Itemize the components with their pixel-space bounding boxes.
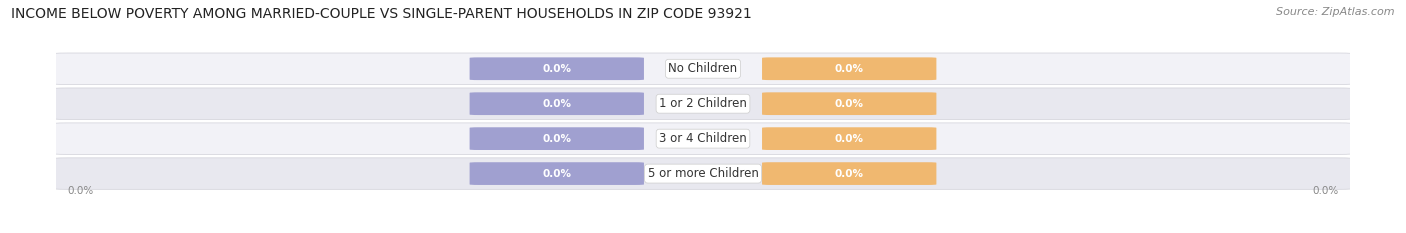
FancyBboxPatch shape — [51, 158, 1355, 189]
Text: 1 or 2 Children: 1 or 2 Children — [659, 97, 747, 110]
Text: 0.0%: 0.0% — [543, 99, 571, 109]
Text: INCOME BELOW POVERTY AMONG MARRIED-COUPLE VS SINGLE-PARENT HOUSEHOLDS IN ZIP COD: INCOME BELOW POVERTY AMONG MARRIED-COUPL… — [11, 7, 752, 21]
Text: 0.0%: 0.0% — [1312, 186, 1339, 196]
FancyBboxPatch shape — [470, 162, 644, 185]
FancyBboxPatch shape — [762, 162, 936, 185]
Text: 0.0%: 0.0% — [543, 134, 571, 144]
FancyBboxPatch shape — [470, 92, 644, 115]
Text: 0.0%: 0.0% — [543, 169, 571, 178]
FancyBboxPatch shape — [51, 53, 1355, 85]
FancyBboxPatch shape — [762, 92, 936, 115]
Text: 0.0%: 0.0% — [543, 64, 571, 74]
FancyBboxPatch shape — [762, 127, 936, 150]
FancyBboxPatch shape — [470, 127, 644, 150]
Text: 0.0%: 0.0% — [835, 134, 863, 144]
Text: 0.0%: 0.0% — [835, 169, 863, 178]
Text: Source: ZipAtlas.com: Source: ZipAtlas.com — [1277, 7, 1395, 17]
FancyBboxPatch shape — [762, 57, 936, 80]
Text: 3 or 4 Children: 3 or 4 Children — [659, 132, 747, 145]
FancyBboxPatch shape — [51, 123, 1355, 154]
FancyBboxPatch shape — [51, 88, 1355, 119]
Text: 0.0%: 0.0% — [835, 99, 863, 109]
Text: No Children: No Children — [668, 62, 738, 75]
Text: 0.0%: 0.0% — [67, 186, 94, 196]
FancyBboxPatch shape — [470, 57, 644, 80]
Text: 0.0%: 0.0% — [835, 64, 863, 74]
Text: 5 or more Children: 5 or more Children — [648, 167, 758, 180]
